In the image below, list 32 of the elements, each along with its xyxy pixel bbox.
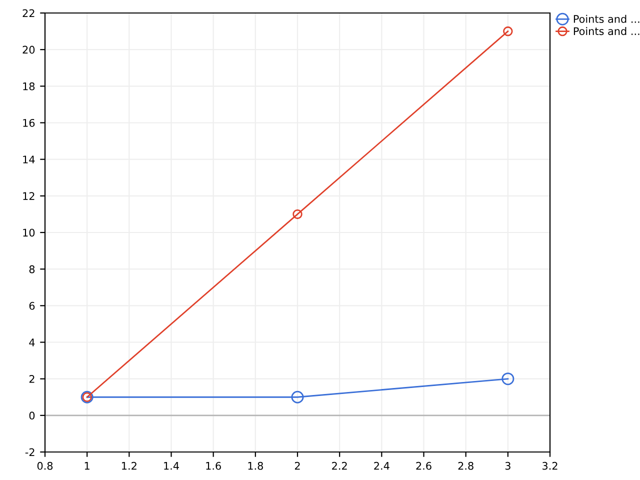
x-tick-label: 1 [84, 462, 90, 470]
y-tick-label: 8 [29, 265, 35, 274]
y-tick-label: 0 [29, 412, 35, 420]
legend-label: Points and ... [574, 14, 640, 23]
x-tick-label: 2.4 [374, 462, 390, 470]
y-tick-label: 18 [23, 82, 35, 90]
y-tick-label: 22 [22, 9, 34, 17]
y-tick-label: 12 [23, 192, 34, 200]
x-tick-label: 1.8 [248, 462, 263, 470]
legend-label: Points and ... [574, 27, 640, 36]
point [503, 26, 513, 36]
y-tick-label: 6 [29, 302, 35, 310]
x-tick-label: 3.2 [542, 462, 558, 470]
x-tick-label: 1.2 [122, 462, 136, 470]
y-tick-label: 14 [23, 156, 35, 164]
x-tick-label: 2.8 [458, 462, 474, 470]
x-tick-label: 2 [294, 462, 300, 470]
y-tick-label: 10 [23, 228, 35, 237]
y-tick-label: 2 [29, 375, 34, 383]
point [502, 372, 514, 386]
point [292, 209, 302, 220]
x-tick-label: 0.8 [37, 462, 53, 470]
y-tick-label: 4 [29, 338, 35, 346]
x-tick-label: 1.6 [206, 462, 221, 470]
x-tick-label: 3 [505, 462, 510, 470]
y-tick-label: 20 [22, 46, 35, 54]
point [291, 390, 304, 404]
x-tick-label: 1.4 [164, 462, 179, 470]
y-tick-label: 16 [23, 118, 35, 127]
x-tick-label: 2.6 [416, 462, 432, 470]
y-tick-label: -2 [25, 448, 34, 456]
x-tick-label: 2.2 [332, 462, 347, 470]
